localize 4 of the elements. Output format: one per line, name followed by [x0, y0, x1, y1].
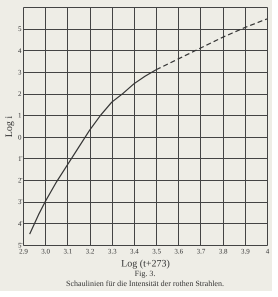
- caption: Fig. 3.: [134, 269, 156, 278]
- x-axis-title: Log (t+273): [121, 258, 170, 270]
- y-axis-title: Log i: [4, 116, 15, 138]
- text: Schaulinien für die Intensität der rothen Strahlen.: [66, 279, 224, 288]
